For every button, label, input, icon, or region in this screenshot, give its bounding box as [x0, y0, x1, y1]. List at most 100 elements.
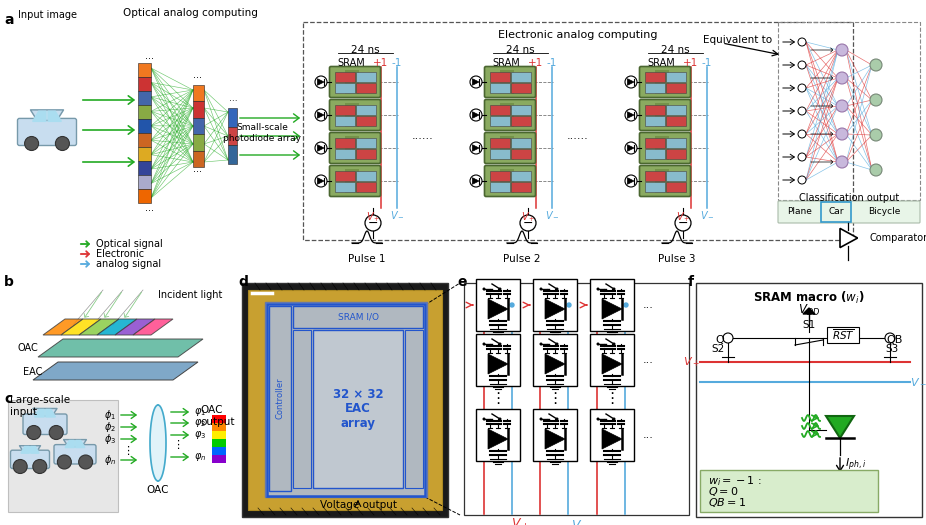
Bar [335, 105, 355, 115]
Bar [645, 105, 665, 115]
Polygon shape [602, 299, 622, 319]
Bar [490, 105, 510, 115]
Bar [490, 116, 510, 126]
Bar [666, 105, 686, 115]
Circle shape [836, 44, 848, 56]
FancyBboxPatch shape [484, 100, 535, 131]
Bar [193, 134, 204, 151]
Bar [511, 171, 531, 181]
Bar [645, 171, 665, 181]
Bar [666, 149, 686, 159]
Circle shape [315, 142, 327, 154]
Bar [193, 85, 204, 101]
FancyBboxPatch shape [23, 414, 67, 435]
Circle shape [49, 425, 63, 439]
Circle shape [498, 417, 502, 421]
Bar [511, 182, 531, 192]
Circle shape [625, 175, 637, 187]
Text: $\varphi_3$: $\varphi_3$ [194, 429, 206, 441]
Text: f: f [688, 275, 694, 289]
Polygon shape [97, 319, 137, 335]
Bar [356, 72, 376, 82]
Bar [645, 138, 665, 148]
Text: Large-scale
input: Large-scale input [10, 395, 70, 417]
Bar [356, 105, 376, 115]
Circle shape [482, 342, 485, 345]
Bar [490, 83, 510, 93]
Bar [645, 83, 665, 93]
Bar [533, 334, 577, 386]
Text: ...: ... [643, 430, 654, 440]
Text: Small-scale
photodiode array: Small-scale photodiode array [223, 123, 301, 143]
Polygon shape [32, 111, 46, 121]
Bar [476, 334, 520, 386]
Text: S3: S3 [885, 344, 898, 354]
Text: $w_i = -1$ :: $w_i = -1$ : [708, 474, 762, 488]
Bar [265, 302, 427, 497]
Bar [193, 101, 204, 118]
Bar [212, 439, 226, 447]
Polygon shape [628, 145, 634, 151]
Text: $\phi_n$: $\phi_n$ [104, 453, 116, 467]
Bar [590, 409, 634, 461]
Bar [511, 72, 531, 82]
Text: -1: -1 [547, 58, 557, 68]
Text: ⋮: ⋮ [172, 440, 183, 450]
Text: ⋮: ⋮ [605, 391, 619, 405]
Bar [248, 290, 442, 510]
Polygon shape [21, 446, 30, 453]
Circle shape [27, 425, 41, 439]
Text: $V_+$: $V_+$ [683, 355, 700, 369]
Text: −: − [678, 217, 688, 230]
Bar [645, 72, 665, 82]
Bar [500, 70, 514, 94]
Bar [666, 138, 686, 148]
Text: d: d [238, 275, 248, 289]
Text: +1: +1 [373, 58, 389, 68]
Circle shape [482, 288, 485, 290]
Circle shape [798, 84, 806, 92]
Bar [193, 118, 204, 134]
Text: Electronic: Electronic [96, 249, 144, 259]
Bar [511, 83, 531, 93]
FancyBboxPatch shape [484, 165, 535, 196]
Bar [490, 72, 510, 82]
Polygon shape [45, 410, 56, 417]
Text: -1: -1 [392, 58, 402, 68]
Polygon shape [76, 440, 85, 448]
Text: Optical signal: Optical signal [96, 239, 163, 249]
Circle shape [612, 342, 616, 345]
Circle shape [556, 288, 558, 290]
Text: $V_-$: $V_-$ [390, 210, 405, 220]
Circle shape [365, 215, 381, 231]
Text: SRAM macro ($w_i$): SRAM macro ($w_i$) [753, 290, 865, 306]
Polygon shape [840, 228, 857, 248]
Text: OAC: OAC [146, 485, 169, 495]
FancyBboxPatch shape [640, 67, 691, 98]
Polygon shape [19, 446, 41, 452]
FancyBboxPatch shape [484, 132, 535, 163]
Bar [405, 330, 423, 488]
Bar [138, 147, 151, 161]
Polygon shape [628, 177, 634, 184]
Bar [511, 116, 531, 126]
Bar [138, 189, 151, 203]
Polygon shape [472, 177, 479, 184]
Text: SRAM: SRAM [337, 58, 365, 68]
Text: c: c [4, 392, 12, 406]
Bar [590, 334, 634, 386]
Circle shape [870, 94, 882, 106]
Circle shape [510, 303, 514, 307]
Text: ...: ... [643, 300, 654, 310]
Circle shape [56, 136, 69, 151]
FancyBboxPatch shape [640, 100, 691, 131]
Bar [138, 77, 151, 91]
Text: Pulse 2: Pulse 2 [503, 254, 541, 264]
FancyBboxPatch shape [18, 119, 77, 145]
Circle shape [540, 288, 543, 290]
Polygon shape [31, 110, 64, 120]
Bar [212, 431, 226, 439]
FancyBboxPatch shape [827, 327, 859, 343]
Bar [476, 279, 520, 331]
Text: $\varphi_1$: $\varphi_1$ [194, 406, 206, 418]
